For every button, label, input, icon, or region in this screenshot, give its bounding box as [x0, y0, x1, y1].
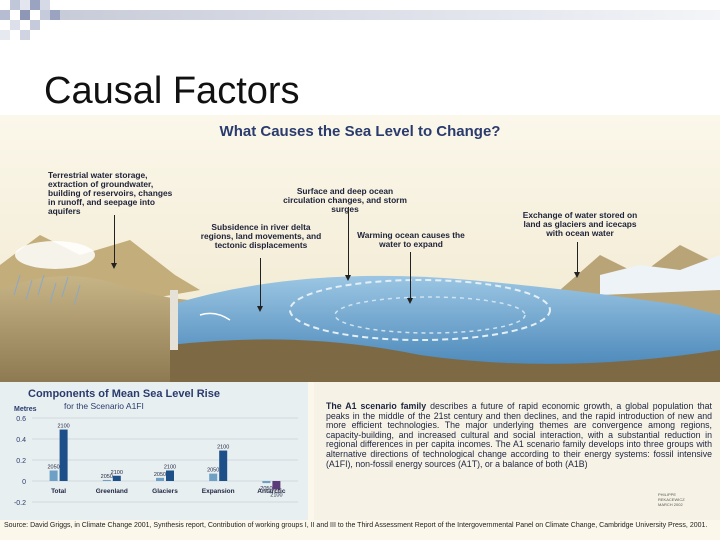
y-tick-label: 0.2: [16, 458, 26, 465]
source-citation: Source: David Griggs, in Climate Change …: [0, 522, 720, 530]
category-label: Total: [51, 488, 66, 495]
y-axis-label: Metres: [14, 406, 37, 413]
bar: [166, 470, 174, 481]
label-terrestrial-water: Terrestrial water storage, extraction of…: [48, 170, 173, 216]
infographic-title: What Causes the Sea Level to Change?: [219, 123, 501, 140]
arrow-warming: [407, 252, 413, 304]
category-label: Antarctic: [257, 488, 286, 495]
arrow-glacier: [574, 242, 580, 278]
scenario-lead: The A1 scenario family: [326, 401, 427, 411]
sea-level-infographic: What Causes the Sea Level to Change? Ter…: [0, 115, 720, 540]
bar-label: 2050: [154, 472, 166, 478]
bar: [156, 477, 164, 481]
slide-title: Causal Factors: [44, 70, 300, 112]
arrow-terrestrial: [111, 215, 117, 269]
category-label: Greenland: [96, 488, 128, 495]
bar: [262, 481, 271, 484]
label-ocean-circulation: Surface and deep ocean circulation chang…: [283, 186, 407, 214]
label-subsidence: Subsidence in river delta regions, land …: [200, 222, 322, 250]
bar: [272, 481, 281, 490]
illustrator-credit: PHILIPPE REKACEWICZ MARCH 2002: [658, 492, 685, 507]
bar-label: 2100: [164, 465, 176, 471]
bar: [209, 473, 218, 481]
label-glacier-exchange: Exchange of water stored on land as glac…: [522, 210, 638, 238]
bar: [219, 450, 228, 481]
bar: [112, 475, 121, 481]
scenario-body: describes a future of rapid economic gro…: [326, 401, 713, 469]
bar: [102, 479, 111, 481]
bar: [59, 429, 68, 481]
chart-subtitle: for the Scenario A1FI: [64, 401, 144, 411]
bar-label: 2050: [47, 465, 59, 471]
bar-label: 2100: [111, 470, 123, 476]
y-tick-label: -0.2: [14, 500, 26, 507]
category-label: Glaciers: [152, 488, 178, 495]
label-warming-ocean: Warming ocean causes the water to expand: [357, 230, 465, 249]
bar-label: 2050: [207, 468, 219, 474]
sea-level-bar-chart: Metres0.60.40.20-0.220502100Total2050210…: [14, 406, 298, 507]
bar: [49, 470, 58, 481]
bar-label: 2100: [57, 424, 69, 430]
sea-level-chart-panel: Components of Mean Sea Level Rise for th…: [0, 382, 308, 520]
landscape-illustration: [0, 115, 720, 382]
arrow-circulation: [345, 207, 351, 281]
scenario-description: The A1 scenario family describes a futur…: [326, 401, 713, 469]
bar-label: 2100: [217, 445, 229, 451]
y-tick-label: 0: [22, 479, 26, 486]
category-label: Expansion: [202, 488, 235, 495]
bar-label: 2050: [260, 486, 272, 492]
chart-title: Components of Mean Sea Level Rise: [28, 388, 220, 400]
arrow-subsidence: [257, 258, 263, 312]
title-decoration-bar: [60, 10, 720, 20]
scenario-text-panel: The A1 scenario family describes a futur…: [314, 382, 720, 520]
bar-label: 2050: [101, 474, 113, 480]
y-tick-label: 0.4: [16, 437, 26, 444]
bar-label: 2100: [270, 492, 282, 498]
y-tick-label: 0.6: [16, 416, 26, 423]
